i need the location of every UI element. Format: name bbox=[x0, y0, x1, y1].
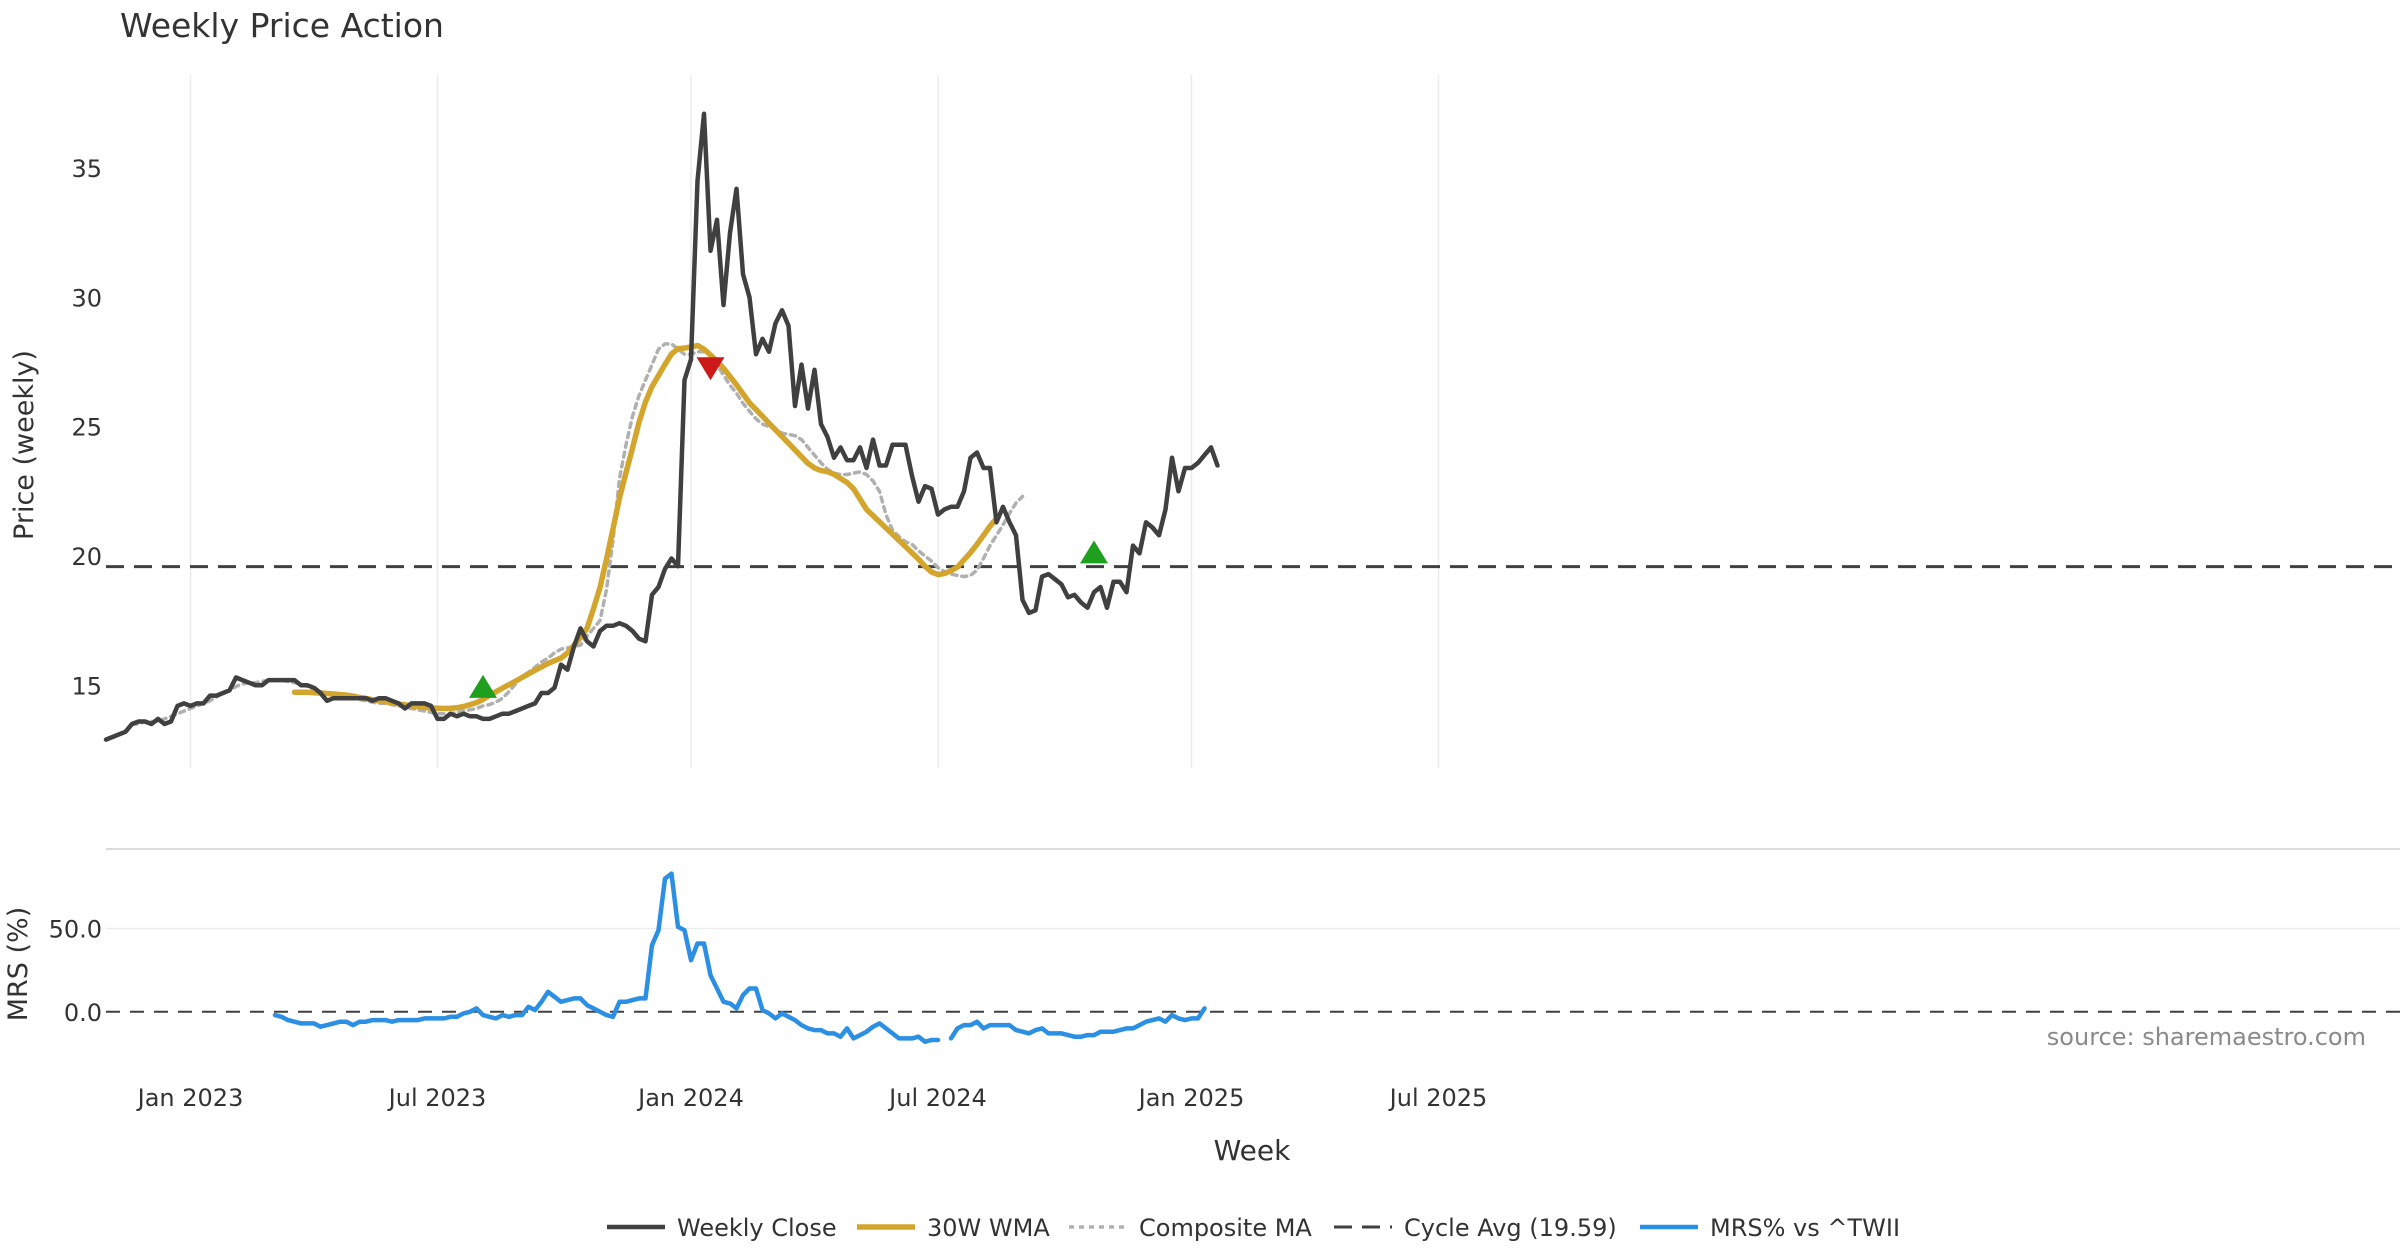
price-y-tick-label: 35 bbox=[71, 155, 102, 183]
legend-label: MRS% vs ^TWII bbox=[1710, 1214, 1900, 1242]
composite-line bbox=[130, 342, 1025, 726]
chart-title: Weekly Price Action bbox=[120, 6, 444, 45]
price-series bbox=[103, 111, 2400, 742]
close-line bbox=[103, 111, 1220, 742]
legend-label: Weekly Close bbox=[677, 1214, 837, 1242]
buy-signal-marker bbox=[1080, 540, 1108, 564]
price-y-ticks: 15 20 25 30 35 bbox=[71, 155, 102, 700]
price-y-tick-label: 25 bbox=[71, 414, 102, 442]
x-tick-label: Jul 2025 bbox=[1388, 1084, 1488, 1112]
mrs-line bbox=[272, 871, 1207, 1044]
x-tick-label: Jan 2023 bbox=[136, 1084, 244, 1112]
x-ticks: Jan 2023 Jul 2023 Jan 2024 Jul 2024 Jan 2025… bbox=[136, 1084, 1488, 1112]
price-grid bbox=[189, 75, 1440, 768]
legend-label: Cycle Avg (19.59) bbox=[1404, 1214, 1617, 1242]
x-tick-label: Jan 2024 bbox=[636, 1084, 744, 1112]
legend-label: Composite MA bbox=[1139, 1214, 1312, 1242]
price-y-tick-label: 15 bbox=[71, 672, 102, 700]
mrs-y-ticks: 0.0 50.0 bbox=[49, 916, 102, 1027]
buy-signal-marker bbox=[469, 674, 497, 698]
x-tick-label: Jan 2025 bbox=[1137, 1084, 1245, 1112]
mrs-y-tick-label: 50.0 bbox=[49, 916, 102, 944]
legend: Weekly Close 30W WMA Composite MA Cycle Avg… bbox=[607, 1214, 1900, 1242]
sell-signal-marker bbox=[696, 357, 725, 381]
x-axis-label: Week bbox=[1214, 1134, 1291, 1167]
price-y-axis-label: Price (weekly) bbox=[9, 350, 40, 540]
legend-label: 30W WMA bbox=[927, 1214, 1050, 1242]
signal-markers bbox=[469, 357, 1108, 698]
price-y-tick-label: 30 bbox=[71, 284, 102, 312]
x-tick-label: Jul 2023 bbox=[387, 1084, 487, 1112]
price-y-tick-label: 20 bbox=[71, 543, 102, 571]
mrs-grid bbox=[106, 927, 2400, 1013]
mrs-y-tick-label: 0.0 bbox=[64, 999, 102, 1027]
x-tick-label: Jul 2024 bbox=[887, 1084, 987, 1112]
source-note: source: sharemaestro.com bbox=[2047, 1023, 2366, 1051]
mrs-series bbox=[272, 871, 1207, 1044]
mrs-y-axis-label: MRS (%) bbox=[3, 907, 34, 1022]
